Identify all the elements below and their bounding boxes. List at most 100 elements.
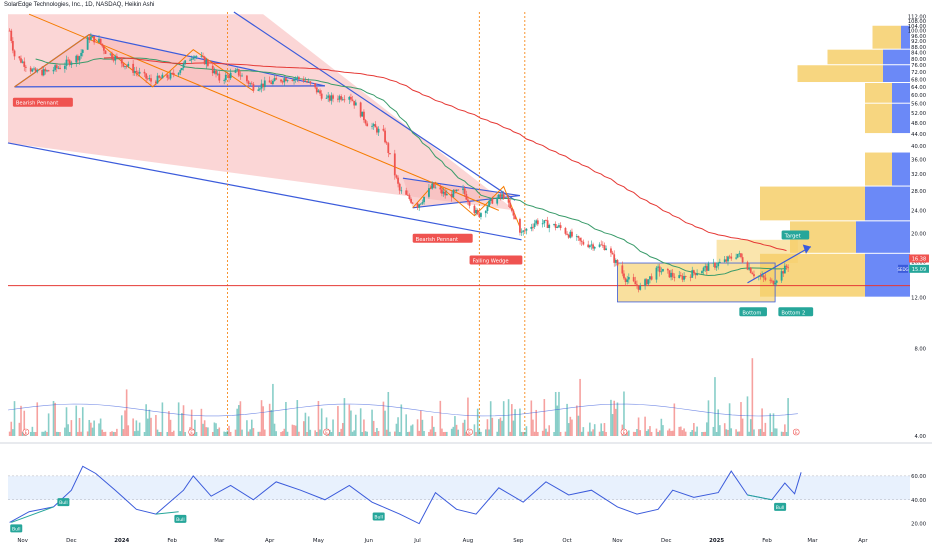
- volume-bar: [389, 431, 391, 436]
- candle: [632, 277, 635, 282]
- volume-bar: [457, 429, 459, 436]
- candle: [314, 83, 317, 88]
- candle: [91, 36, 94, 37]
- candle: [668, 270, 671, 278]
- time-tick-label: Mar: [807, 538, 818, 544]
- candle: [717, 262, 720, 267]
- earnings-icon[interactable]: [466, 428, 473, 436]
- price-tick-label: 100.00: [908, 29, 926, 35]
- volume-bar: [671, 430, 674, 436]
- candle: [319, 90, 321, 94]
- price-tick-label: 72.00: [911, 70, 926, 76]
- candle: [354, 102, 357, 106]
- volume-bar: [780, 431, 783, 436]
- candle: [441, 189, 443, 194]
- volume-average-line: [7, 403, 798, 417]
- volume-profile-bar: [865, 83, 892, 103]
- volume-bar: [444, 431, 446, 436]
- candle: [657, 266, 659, 268]
- volume-bar: [498, 419, 500, 436]
- candle: [76, 55, 79, 61]
- volume-profile-bar: [865, 103, 892, 134]
- volume-bar: [353, 430, 355, 436]
- candle: [351, 99, 354, 101]
- volume-bar: [273, 423, 276, 436]
- candle: [286, 80, 289, 82]
- candle: [172, 73, 175, 75]
- earnings-icon[interactable]: [323, 428, 330, 436]
- candle: [774, 282, 777, 285]
- candle: [146, 78, 149, 80]
- volume-bar: [281, 431, 284, 436]
- earnings-icon[interactable]: [620, 428, 628, 436]
- volume-bar: [637, 417, 640, 436]
- candle: [158, 75, 161, 78]
- candle: [263, 80, 266, 88]
- candle: [361, 111, 364, 117]
- candle: [666, 268, 669, 271]
- rsi-line: [9, 465, 802, 525]
- volume-bar: [127, 425, 130, 436]
- price-tick-label: 52.00: [911, 111, 926, 117]
- candle: [374, 124, 377, 128]
- candle: [535, 220, 538, 224]
- volume-bar: [343, 398, 346, 436]
- candle: [507, 198, 510, 203]
- volume-bar: [387, 391, 390, 436]
- price-tick-label: 44.00: [911, 132, 926, 138]
- volume-bar: [325, 417, 328, 436]
- candle: [65, 59, 68, 66]
- volume-bar: [589, 422, 591, 436]
- candle: [491, 198, 494, 204]
- volume-bar: [350, 410, 352, 436]
- volume-bar: [384, 410, 386, 436]
- price-tick-label: 48.00: [911, 121, 926, 127]
- candle: [224, 74, 227, 81]
- volume-bar: [600, 423, 603, 436]
- candle: [738, 253, 741, 255]
- volume-bar: [598, 431, 601, 436]
- volume-bar: [741, 418, 744, 436]
- price-tick-label: 60.00: [911, 93, 926, 99]
- candle: [47, 70, 50, 72]
- candle: [89, 36, 92, 40]
- volume-bar: [714, 377, 716, 436]
- candle: [250, 83, 253, 85]
- candle: [681, 275, 684, 280]
- candle: [343, 99, 346, 101]
- candle: [353, 100, 356, 106]
- candle: [673, 276, 676, 279]
- volume-bar: [137, 430, 139, 436]
- candle: [532, 226, 534, 228]
- candle: [692, 270, 695, 273]
- candle: [75, 55, 78, 63]
- earnings-icon[interactable]: [22, 428, 30, 436]
- earnings-icon-text: E: [623, 430, 626, 435]
- volume-bar: [224, 431, 227, 436]
- candle: [41, 70, 44, 76]
- volume-bar: [12, 429, 14, 436]
- candle: [228, 75, 230, 79]
- volume-bar: [361, 431, 364, 436]
- earnings-icon[interactable]: [792, 428, 800, 436]
- candle: [237, 69, 240, 76]
- symbol-tag: [898, 264, 908, 273]
- volume-bar: [485, 429, 487, 436]
- volume-bar: [23, 410, 26, 436]
- candle: [338, 96, 341, 100]
- time-tick-label: 2025: [709, 538, 724, 544]
- volume-bar: [78, 417, 81, 436]
- candle: [455, 189, 458, 192]
- candle: [520, 231, 523, 233]
- candle: [226, 74, 229, 76]
- volume-bar: [636, 429, 638, 436]
- candle: [715, 266, 718, 268]
- earnings-icon[interactable]: [188, 428, 195, 436]
- earnings-icon-text: E: [795, 430, 798, 435]
- volume-bar: [476, 408, 479, 436]
- volume-bar: [736, 431, 739, 436]
- annotation-label: [781, 230, 810, 240]
- candle: [660, 271, 663, 273]
- last-price-text: 15.09: [912, 267, 926, 273]
